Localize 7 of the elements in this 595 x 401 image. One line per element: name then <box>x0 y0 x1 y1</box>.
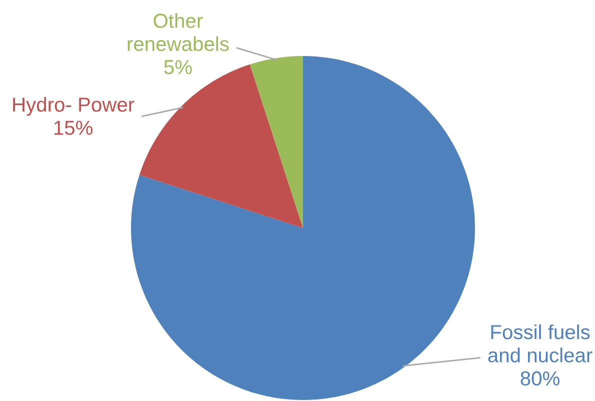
data-label: 15% <box>54 120 92 135</box>
slice-label: Hydro- Power <box>13 96 134 116</box>
slice-label: Other renewabels <box>128 13 229 52</box>
data-label: 80% <box>520 371 560 386</box>
pie-slice <box>250 56 303 228</box>
data-label: 5% <box>164 60 192 74</box>
slice-label: Fossil fuels and nuclear <box>488 324 592 362</box>
